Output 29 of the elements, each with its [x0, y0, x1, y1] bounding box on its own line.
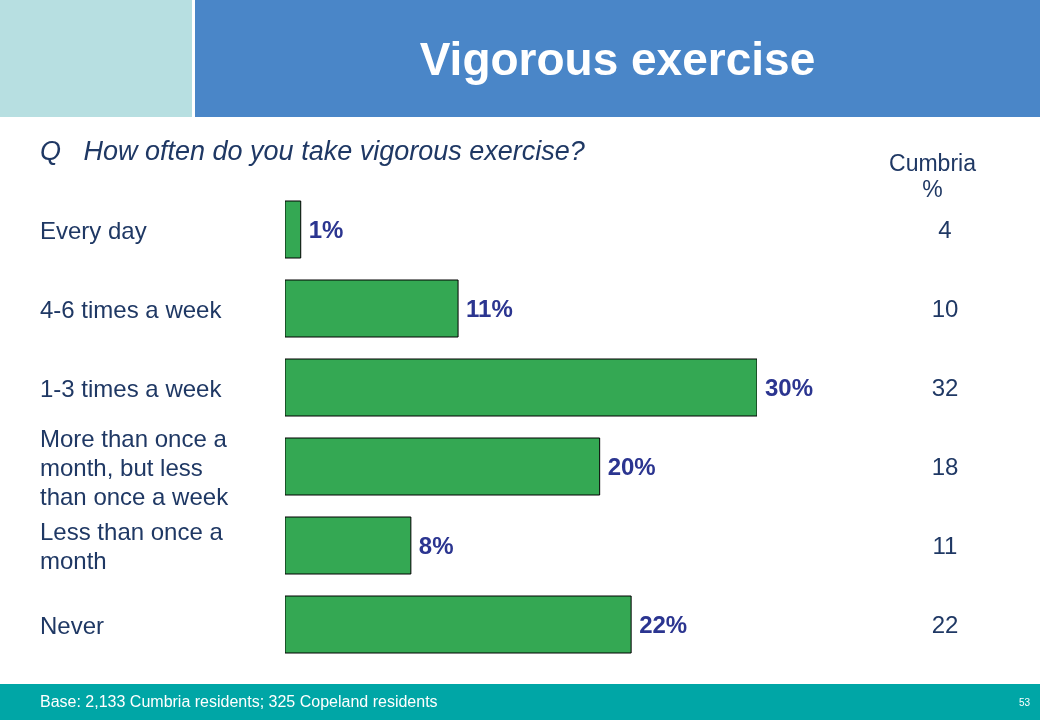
bar — [285, 595, 632, 654]
data-label: 8% — [418, 532, 454, 560]
data-label: 20% — [607, 453, 656, 481]
bar — [285, 437, 601, 496]
data-label: 22% — [639, 611, 688, 639]
chart-title: Vigorous exercise — [419, 31, 816, 86]
bar — [285, 200, 302, 259]
y-tick-label: 4-6 times a week — [40, 295, 223, 322]
text: 4 — [937, 215, 953, 244]
y-tick-label: Never — [40, 611, 105, 638]
bar — [285, 358, 757, 417]
y-tick-label: 1-3 times a week — [40, 374, 223, 401]
y-tick-label: Less than once a month — [40, 517, 224, 574]
text: 18 — [930, 452, 960, 481]
text: 53 — [1018, 697, 1030, 708]
text: Cumbria % — [888, 150, 977, 202]
text: 32 — [930, 373, 960, 402]
data-label: 30% — [765, 374, 814, 402]
y-tick-label: Every day — [40, 216, 147, 243]
text: 22 — [930, 610, 960, 639]
text: 10 — [930, 294, 960, 323]
bar — [285, 279, 459, 338]
chart-subtitle: Q How often do you take vigorous exercise? — [40, 136, 585, 167]
text: Base: 2,133 Cumbria residents; 325 Copeland residents — [40, 693, 438, 711]
text: 11 — [931, 531, 959, 560]
data-label: 11% — [466, 295, 513, 323]
bar — [285, 516, 412, 575]
y-tick-label: More than once a month, but less than once a week — [40, 424, 230, 509]
data-label: 1% — [308, 216, 344, 244]
